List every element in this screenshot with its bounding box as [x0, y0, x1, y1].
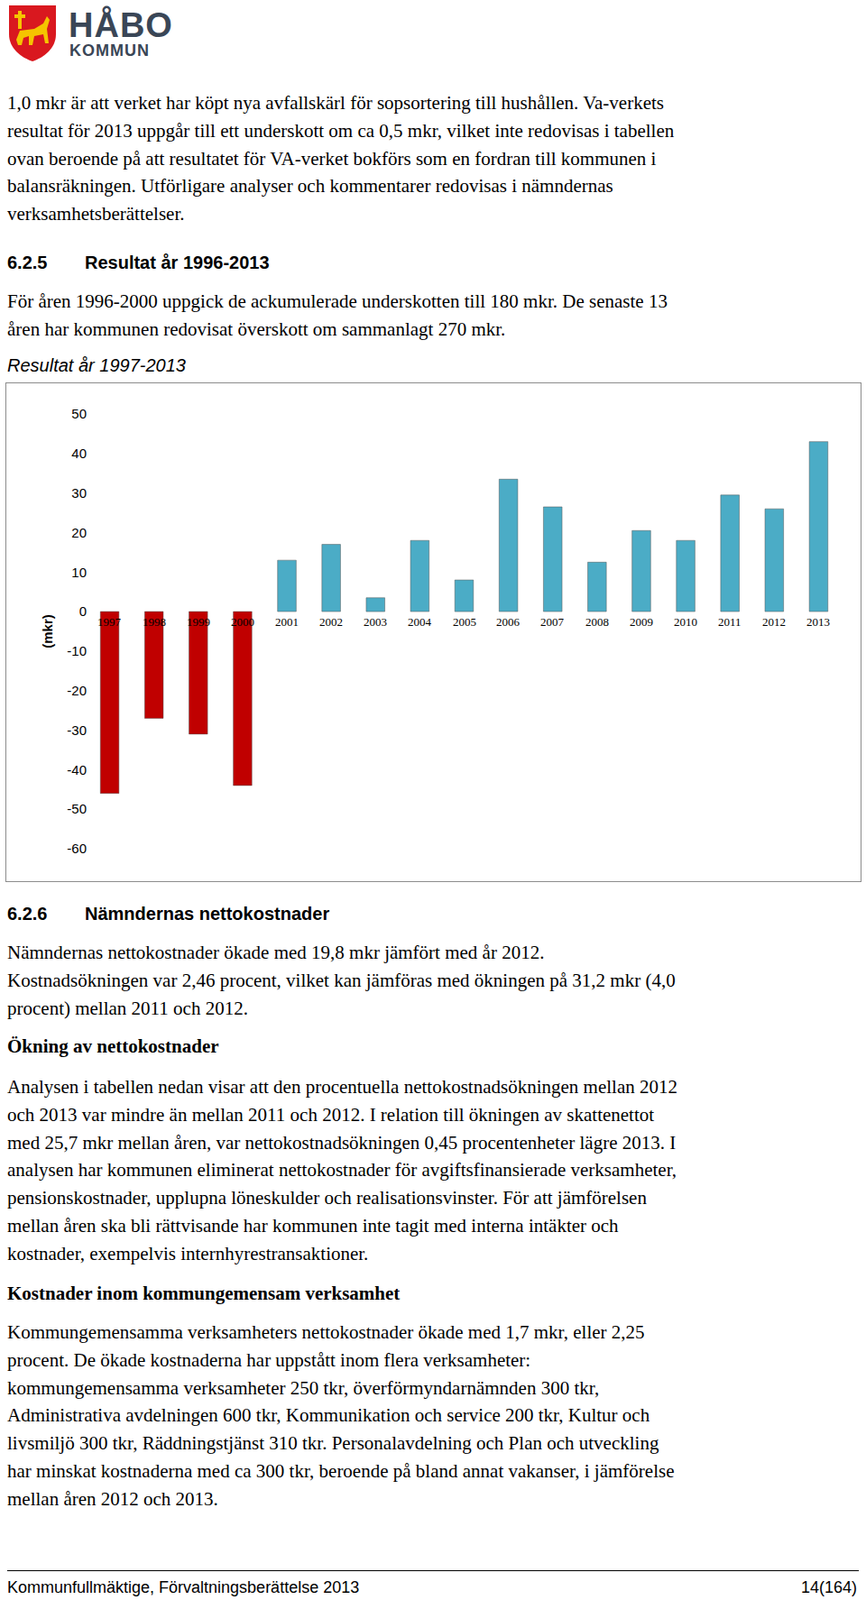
svg-text:2000: 2000 [230, 615, 255, 629]
html-text:Nämndernas nettokostnader: Nämndernas nettokostnader [84, 903, 330, 924]
svg-text:-20: -20 [66, 682, 87, 699]
svg-text:(mkr): (mkr) [39, 614, 56, 649]
svg-text:2001: 2001 [275, 615, 299, 629]
html-text:1,0 mkr är att verket har köpt: 1,0 mkr är att verket har köpt nya avfal… [7, 92, 664, 114]
html-text:livsmiljö 300 tkr, Räddningstj: livsmiljö 300 tkr, Räddningstjänst 310 t… [7, 1432, 659, 1455]
svg-text:2013: 2013 [806, 615, 830, 629]
svg-text:2008: 2008 [585, 615, 609, 629]
svg-text:2003: 2003 [363, 615, 387, 629]
html-text:pensionskostnader, upplupna lö: pensionskostnader, upplupna löneskulder … [7, 1187, 647, 1209]
html-text:6.2.5: 6.2.5 [7, 252, 48, 273]
svg-text:0: 0 [79, 603, 87, 619]
html-text:6.2.6: 6.2.6 [7, 903, 48, 924]
html-text:Nämndernas nettokostnader ökad: Nämndernas nettokostnader ökade med 19,8… [7, 941, 545, 964]
html-text:verksamhetsberättelser.: verksamhetsberättelser. [7, 203, 185, 225]
svg-text:2009: 2009 [629, 615, 654, 629]
html-text:För åren 1996-2000 uppgick de: För åren 1996-2000 uppgick de ackumulera… [7, 290, 668, 313]
svg-text:40: 40 [71, 445, 87, 461]
svg-text:2010: 2010 [673, 615, 698, 629]
svg-text:2005: 2005 [452, 615, 477, 629]
svg-text:10: 10 [71, 564, 87, 581]
html-text:14(164): 14(164) [801, 1578, 857, 1597]
svg-text:1998: 1998 [142, 615, 166, 629]
svg-text:2004: 2004 [407, 615, 433, 629]
svg-text:1999: 1999 [186, 615, 211, 629]
svg-text:30: 30 [71, 485, 87, 501]
html-text:kostnader, exempelvis internhy: kostnader, exempelvis internhyrestransak… [7, 1242, 369, 1265]
svg-text:2002: 2002 [319, 615, 343, 629]
html-text:Resultat år 1996-2013: Resultat år 1996-2013 [84, 252, 270, 273]
html-text:Kommungemensamma verksamheters: Kommungemensamma verksamheters nettokost… [7, 1321, 645, 1344]
html-text:Resultat år 1997-2013: Resultat år 1997-2013 [7, 355, 186, 376]
html-text:ovan beroende på att resultate: ovan beroende på att resultatet för VA-v… [7, 147, 657, 170]
html-text:Administrativa avdelningen 600: Administrativa avdelningen 600 tkr, Komm… [7, 1404, 650, 1427]
html-text:och 2013 var mindre än mellan: och 2013 var mindre än mellan 2011 och 2… [7, 1103, 655, 1126]
svg-text:-40: -40 [66, 762, 87, 778]
html-text:HÅBO: HÅBO [68, 6, 174, 45]
html-text:med 25,7 mkr mellan åren, var: med 25,7 mkr mellan åren, var nettokostn… [7, 1131, 676, 1154]
svg-text:2006: 2006 [496, 615, 521, 629]
html-text:Kommunfullmäktige, Förvaltning: Kommunfullmäktige, Förvaltningsberättels… [7, 1578, 360, 1597]
html-text:åren har kommunen redovisat öv: åren har kommunen redovisat överskott om… [7, 318, 506, 340]
svg-text:2007: 2007 [540, 615, 565, 629]
html-text:procent) mellan 2011 och 2012.: procent) mellan 2011 och 2012. [7, 997, 248, 1019]
html-text:har minskat kostnaderna med ca: har minskat kostnaderna med ca 300 tkr, … [7, 1460, 675, 1483]
html-text:KOMMUN: KOMMUN [69, 41, 150, 60]
svg-text:1997: 1997 [97, 615, 122, 629]
svg-text:20: 20 [71, 525, 87, 541]
svg-text:50: 50 [71, 405, 87, 422]
svg-text:-60: -60 [66, 840, 87, 857]
html-text:procent. De ökade kostnaderna: procent. De ökade kostnaderna har uppstå… [7, 1349, 531, 1371]
html-text:resultat för 2013 uppgår till: resultat för 2013 uppgår till ett unders… [7, 119, 675, 142]
html-text:mellan åren 2012 och 2013.: mellan åren 2012 och 2013. [7, 1488, 219, 1510]
html-text:Ökning av nettokostnader: Ökning av nettokostnader [7, 1035, 219, 1058]
svg-text:-50: -50 [66, 801, 87, 817]
html-text:Kostnadsökningen var 2,46 proc: Kostnadsökningen var 2,46 procent, vilke… [7, 969, 676, 992]
svg-text:-10: -10 [66, 643, 87, 659]
html-text:mellan åren ska bli rättvisand: mellan åren ska bli rättvisande har komm… [7, 1215, 619, 1237]
svg-text:2011: 2011 [718, 615, 742, 629]
svg-text:2012: 2012 [762, 615, 786, 629]
html-text:kommungemensamma verksamheter: kommungemensamma verksamheter 250 tkr, ö… [7, 1377, 600, 1399]
html-text:Kostnader inom kommungemensam: Kostnader inom kommungemensam verksamhet [7, 1282, 400, 1305]
html-text:Analysen i tabellen nedan visa: Analysen i tabellen nedan visar att den … [7, 1076, 678, 1098]
html-text:analysen har kommunen eliminer: analysen har kommunen eliminerat nettoko… [7, 1159, 677, 1182]
svg-text:-30: -30 [66, 722, 87, 738]
html-text:balansräkningen. Utförligare a: balansräkningen. Utförligare analyser oc… [7, 175, 614, 198]
